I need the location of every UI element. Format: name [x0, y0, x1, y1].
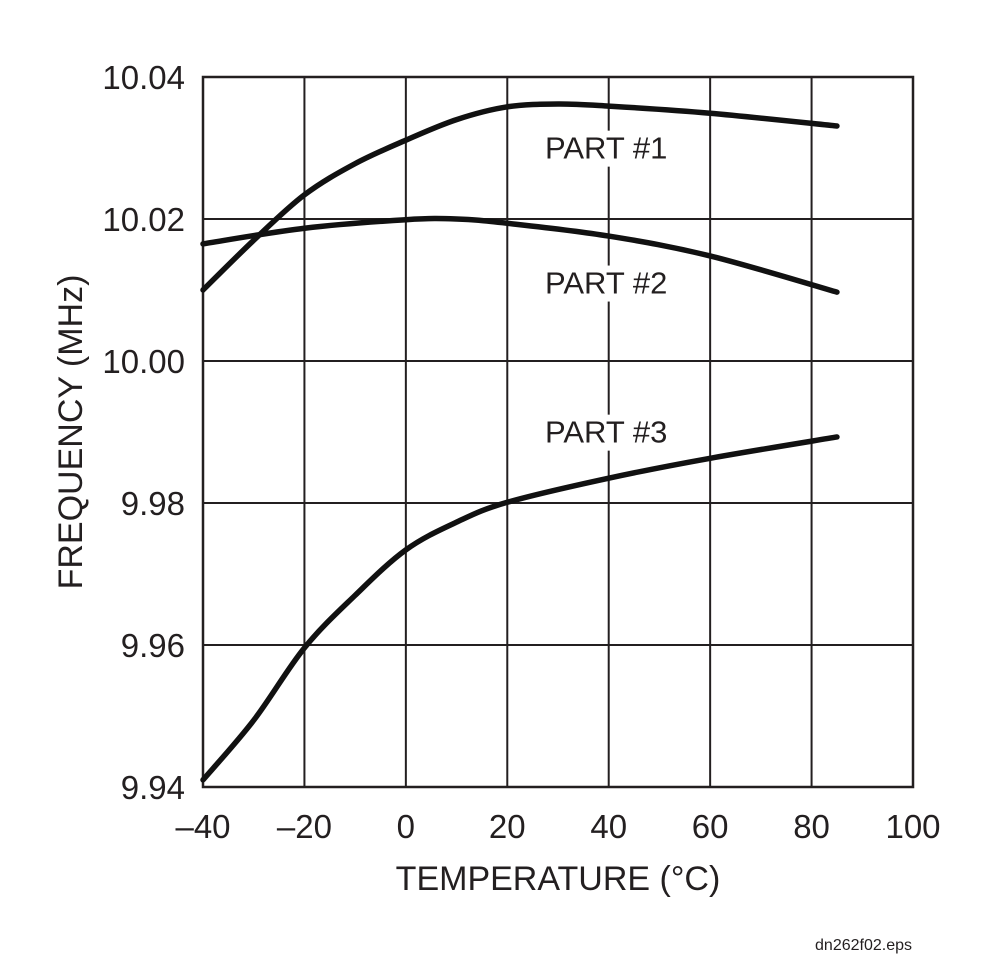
series-line-part-3 [200, 434, 840, 783]
x-tick-label: 60 [692, 808, 729, 845]
series-label-part-1: PART #1 [545, 131, 667, 166]
x-tick-label: 100 [885, 808, 940, 845]
series-line-part-2 [200, 215, 840, 295]
y-tick-label: 9.96 [121, 627, 185, 664]
y-tick-labels: 9.94 9.96 9.98 10.00 10.02 10.04 [102, 59, 185, 806]
series-labels: PART #1 PART #2 PART #3 [540, 130, 680, 451]
x-tick-label: 20 [489, 808, 526, 845]
footer-filename: dn262f02.eps [815, 937, 912, 954]
x-axis-label: TEMPERATURE (°C) [396, 860, 721, 898]
x-tick-labels: –40 –20 0 20 40 60 80 100 [175, 808, 940, 845]
y-axis-label: FREQUENCY (MHz) [52, 275, 90, 590]
x-tick-label: 40 [590, 808, 627, 845]
series-label-part-3: PART #3 [545, 415, 667, 450]
y-tick-label: 9.94 [121, 769, 185, 806]
x-tick-label: –20 [277, 808, 332, 845]
x-tick-label: 80 [793, 808, 830, 845]
series-label-part-2: PART #2 [545, 266, 667, 301]
series-group [200, 101, 840, 783]
x-tick-label: 0 [397, 808, 415, 845]
label-background [540, 265, 680, 302]
plot-frame [201, 75, 915, 789]
y-tick-label: 9.98 [121, 485, 185, 522]
y-tick-label: 10.02 [102, 201, 185, 238]
y-tick-label: 10.00 [102, 343, 185, 380]
label-background [540, 414, 680, 451]
x-tick-label: –40 [175, 808, 230, 845]
y-tick-label: 10.04 [102, 59, 185, 96]
label-background [540, 130, 680, 167]
series-line-part-1 [200, 101, 840, 293]
